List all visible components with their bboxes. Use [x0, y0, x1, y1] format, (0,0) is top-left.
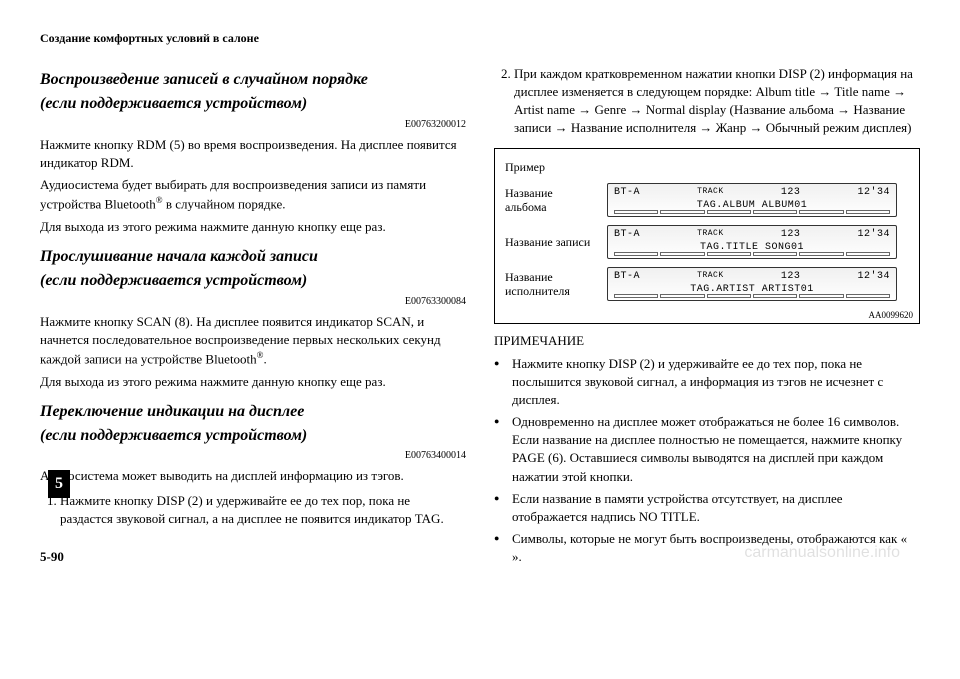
reg-mark: ® — [257, 350, 264, 360]
lcd-mid: TRACK — [697, 270, 724, 284]
lcd-bars — [614, 252, 890, 256]
display-row: Название записи BT-A TRACK 123 12'34 TAG… — [505, 225, 909, 259]
section-code-disp: E00763400014 — [40, 449, 466, 463]
page-columns: Воспроизведение записей в случайном поря… — [40, 59, 920, 571]
paragraph: Аудиосистема может выводить на дисплей и… — [40, 467, 466, 485]
lcd-left: BT-A — [614, 270, 640, 284]
paragraph: Нажмите кнопку SCAN (8). На дисплее появ… — [40, 313, 466, 369]
paragraph: Для выхода из этого режима нажмите данну… — [40, 218, 466, 236]
list-item: Если название в памяти устройства отсутс… — [508, 490, 920, 526]
lcd-mid: TRACK — [697, 186, 724, 200]
figure-code: AA0099620 — [869, 309, 914, 322]
paragraph: Для выхода из этого режима нажмите данну… — [40, 373, 466, 391]
lcd-num: 123 — [781, 228, 801, 242]
lcd-time: 12'34 — [857, 186, 890, 200]
example-label: Пример — [505, 159, 909, 176]
reg-mark: ® — [156, 195, 163, 205]
lcd-bars — [614, 210, 890, 214]
lcd-left: BT-A — [614, 186, 640, 200]
section-code-random: E00763200012 — [40, 118, 466, 132]
ordered-list-left: Нажмите кнопку DISP (2) и удерживайте ее… — [40, 492, 466, 528]
display-label: Название записи — [505, 235, 595, 249]
note-heading: ПРИМЕЧАНИЕ — [494, 332, 920, 350]
list-item: Символы, которые не могут быть воспроизв… — [508, 530, 920, 566]
lcd-num: 123 — [781, 186, 801, 200]
paragraph: Аудиосистема будет выбирать для воспроиз… — [40, 176, 466, 214]
example-box: Пример Название альбома BT-A TRACK 123 1… — [494, 148, 920, 325]
display-label: Название альбома — [505, 186, 595, 215]
list-item: При каждом кратковременном нажатии кнопк… — [514, 65, 920, 138]
list-item: Нажмите кнопку DISP (2) и удерживайте ее… — [508, 355, 920, 410]
display-row: Название альбома BT-A TRACK 123 12'34 TA… — [505, 183, 909, 217]
list-item: Одновременно на дисплее может отображать… — [508, 413, 920, 486]
section-title-disp-2: (если поддерживается устройством) — [40, 425, 466, 447]
text: Нажмите кнопку SCAN (8). На дисплее появ… — [40, 314, 441, 367]
left-column: Воспроизведение записей в случайном поря… — [40, 59, 466, 571]
text: в случайном порядке. — [163, 196, 286, 211]
section-title-random-2: (если поддерживается устройством) — [40, 93, 466, 115]
section-title-random-1: Воспроизведение записей в случайном поря… — [40, 69, 466, 91]
lcd-display: BT-A TRACK 123 12'34 TAG.ALBUM ALBUM01 — [607, 183, 897, 217]
note-list: Нажмите кнопку DISP (2) и удерживайте ее… — [494, 355, 920, 567]
running-header: Создание комфортных условий в салоне — [40, 30, 920, 47]
lcd-display: BT-A TRACK 123 12'34 TAG.ARTIST ARTIST01 — [607, 267, 897, 301]
lcd-display: BT-A TRACK 123 12'34 TAG.TITLE SONG01 — [607, 225, 897, 259]
lcd-bars — [614, 294, 890, 298]
lcd-time: 12'34 — [857, 270, 890, 284]
section-title-scan-1: Прослушивание начала каждой записи — [40, 246, 466, 268]
page-number: 5-90 — [40, 548, 466, 566]
text: . — [264, 351, 267, 366]
right-column: При каждом кратковременном нажатии кнопк… — [494, 59, 920, 571]
lcd-left: BT-A — [614, 228, 640, 242]
lcd-time: 12'34 — [857, 228, 890, 242]
list-item: Нажмите кнопку DISP (2) и удерживайте ее… — [60, 492, 466, 528]
paragraph: Нажмите кнопку RDM (5) во время воспроиз… — [40, 136, 466, 172]
display-row: Название исполнителя BT-A TRACK 123 12'3… — [505, 267, 909, 301]
lcd-num: 123 — [781, 270, 801, 284]
section-title-disp-1: Переключение индикации на дисплее — [40, 401, 466, 423]
section-code-scan: E00763300084 — [40, 295, 466, 309]
chapter-tab: 5 — [48, 470, 70, 498]
lcd-mid: TRACK — [697, 228, 724, 242]
section-title-scan-2: (если поддерживается устройством) — [40, 270, 466, 292]
display-label: Название исполнителя — [505, 270, 595, 299]
ordered-list-right: При каждом кратковременном нажатии кнопк… — [494, 65, 920, 138]
